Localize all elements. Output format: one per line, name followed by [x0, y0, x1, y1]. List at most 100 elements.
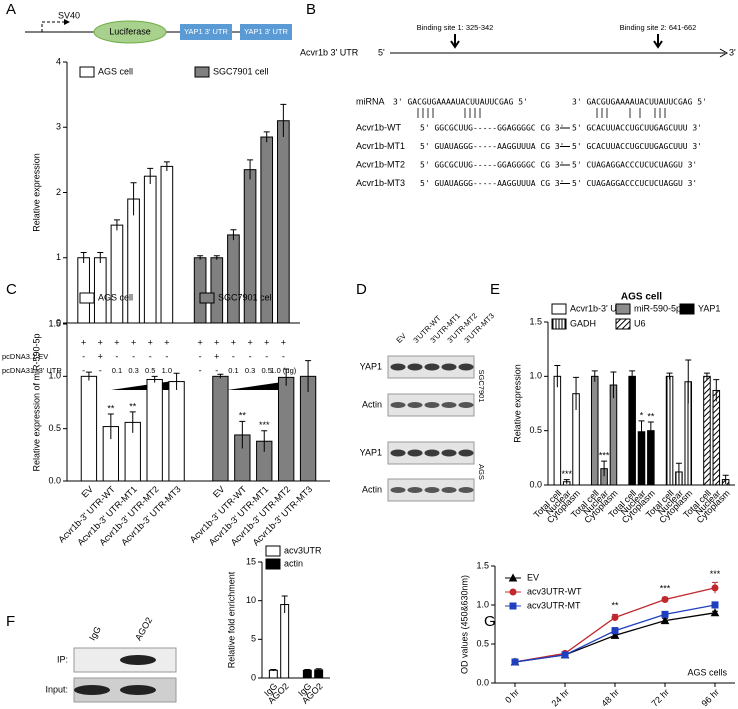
- error-bar: [217, 373, 224, 379]
- legend-label: acv3UTR-MT: [527, 600, 581, 610]
- significance: ***: [660, 584, 671, 594]
- band: [390, 449, 406, 457]
- bar: [80, 375, 98, 482]
- lane-label: AGO2: [133, 616, 154, 643]
- point: [661, 610, 669, 618]
- y-tick-label: 1.5: [476, 560, 489, 570]
- point: [611, 613, 619, 621]
- treatment-mark: -: [232, 351, 235, 361]
- utr-label: YAP1 3' UTR: [244, 27, 288, 36]
- y-tick-label: 10: [246, 595, 256, 605]
- row-label: Input:: [45, 684, 68, 694]
- band: [424, 487, 440, 493]
- bar: [302, 669, 312, 679]
- bar: [609, 384, 618, 486]
- error-bar: [197, 255, 204, 260]
- band: [390, 402, 406, 408]
- band: [407, 487, 423, 493]
- error-bar: [666, 372, 673, 380]
- error-bar: [107, 413, 114, 440]
- x-tick-label: 72 hr: [650, 687, 672, 709]
- bar: [127, 198, 140, 324]
- y-tick-label: 4: [56, 56, 61, 66]
- bar: [299, 375, 317, 482]
- bar: [590, 375, 599, 486]
- x-tick-label: 0 hr: [503, 687, 521, 705]
- treatment-mark: +: [98, 337, 103, 347]
- legend-label: Acvr1b-3' UTR: [570, 303, 629, 313]
- band: [458, 449, 474, 457]
- chart-note: AGS cells: [687, 667, 727, 677]
- error-bar: [147, 167, 154, 185]
- treatment-mark: -: [149, 351, 152, 361]
- error-bar: [610, 371, 617, 399]
- y-tick-label: 0: [56, 317, 61, 327]
- row-label: Actin: [362, 484, 382, 494]
- promoter-label: SV40: [58, 10, 80, 20]
- band: [407, 449, 423, 457]
- y-axis-label: Relative expression: [31, 153, 41, 232]
- bar: [628, 375, 636, 486]
- treatment-mark: +: [264, 337, 269, 347]
- lane-label: IgG: [87, 625, 103, 643]
- series-line: [514, 587, 716, 663]
- y-tick-label: 5: [251, 634, 256, 644]
- panel-label: E: [490, 281, 500, 298]
- bar: [227, 234, 240, 324]
- error-bar: [80, 252, 87, 263]
- error-bar: [703, 372, 710, 380]
- bar: [93, 257, 107, 324]
- row-label: YAP1: [360, 361, 382, 371]
- y-tick-label: 0.0: [476, 677, 489, 687]
- row-label: pcDNA31.-3' UTR: [2, 366, 62, 375]
- legend-label: SGC7901 cell: [218, 292, 274, 302]
- binding-diagram: Acvr1b 3' UTR 5' 3' Binding site 1: 325-…: [300, 23, 736, 118]
- bar: [280, 604, 290, 679]
- treatment-mark: -: [199, 365, 202, 375]
- treatment-mark: +: [81, 337, 86, 347]
- band: [441, 402, 457, 408]
- y-axis-label: Relative expression: [512, 364, 522, 443]
- bar: [268, 669, 278, 679]
- band: [390, 363, 406, 371]
- legend-label: YAP1: [698, 303, 720, 313]
- treatment-mark: 0.1: [112, 366, 122, 375]
- error-bar: [685, 359, 692, 404]
- construct-name: Acvr1b-MT2: [356, 159, 405, 169]
- panel-label: F: [6, 613, 15, 630]
- point: [710, 608, 720, 617]
- error-bar: [304, 668, 311, 672]
- point: [610, 630, 620, 639]
- site2-seq: 5' CUAGAGGACCCUCUCUAGGU 3': [572, 179, 697, 188]
- significance: **: [129, 401, 137, 411]
- y-tick-label: 0: [251, 672, 256, 682]
- error-bar: [722, 474, 729, 484]
- legend-label: acv3UTR-WT: [527, 586, 582, 596]
- error-bar: [173, 372, 180, 390]
- five-prime: 5': [378, 47, 385, 57]
- y-tick-label: 1.0: [476, 599, 489, 609]
- point: [660, 616, 670, 625]
- treatment-mark: +: [114, 337, 119, 347]
- point: [561, 651, 569, 659]
- band: [424, 402, 440, 408]
- treatment-mark: -: [265, 351, 268, 361]
- band: [120, 655, 156, 665]
- row-label: IP:: [57, 654, 68, 664]
- significance: **: [647, 411, 655, 421]
- point: [509, 588, 517, 596]
- error-bar: [573, 376, 580, 411]
- error-bar: [261, 430, 268, 452]
- point: [511, 658, 519, 666]
- legend-swatch: [615, 318, 631, 330]
- error-bar: [601, 460, 608, 477]
- band: [424, 363, 440, 371]
- treatment-mark: -: [82, 365, 85, 375]
- bar: [212, 375, 229, 482]
- y-tick-label: 0.0: [529, 479, 542, 489]
- band: [441, 487, 457, 493]
- bar: [168, 381, 185, 482]
- y-tick-label: 15: [246, 556, 256, 566]
- western-blot-d: EV 3'UTR-WT3'UTR-MT13'UTR-MT23'UTR-MT3YAP…: [360, 311, 496, 502]
